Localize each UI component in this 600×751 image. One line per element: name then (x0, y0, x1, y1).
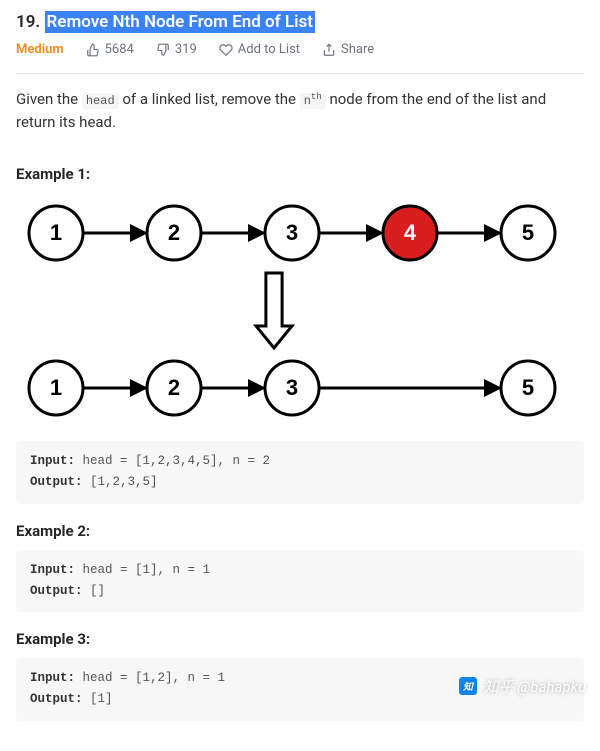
add-to-list-label: Add to List (238, 42, 300, 57)
share-icon (322, 43, 336, 57)
svg-text:3: 3 (286, 375, 298, 400)
example-3-code: Input: head = [1,2], n = 1 Output: [1] (16, 658, 584, 721)
thumbs-up-icon (86, 43, 100, 57)
share-label: Share (341, 42, 374, 57)
svg-text:3: 3 (286, 220, 298, 245)
svg-text:5: 5 (522, 375, 534, 400)
like-button[interactable]: 5684 (86, 42, 134, 57)
share-button[interactable]: Share (322, 42, 374, 57)
problem-title-text: Remove Nth Node From End of List (45, 11, 316, 33)
problem-description: Given the head of a linked list, remove … (16, 88, 584, 133)
example-1-code: Input: head = [1,2,3,4,5], n = 2 Output:… (16, 441, 584, 504)
difficulty-badge: Medium (16, 42, 64, 57)
dislike-count: 319 (175, 42, 197, 57)
svg-text:5: 5 (522, 220, 534, 245)
problem-number: 19. (16, 12, 40, 32)
dislike-button[interactable]: 319 (156, 42, 197, 57)
inline-code-nth: nth (300, 93, 326, 109)
meta-row: Medium 5684 319 Add to List Share (16, 42, 584, 57)
svg-text:2: 2 (168, 220, 180, 245)
thumbs-down-icon (156, 43, 170, 57)
example-2-heading: Example 2: (16, 522, 584, 540)
problem-title: 19. Remove Nth Node From End of List (16, 12, 584, 32)
divider (16, 73, 584, 74)
example-3-heading: Example 3: (16, 630, 584, 648)
svg-text:1: 1 (50, 220, 62, 245)
linked-list-diagram: 1 2 3 4 5 1 2 3 5 (16, 193, 584, 429)
heart-icon (219, 43, 233, 57)
inline-code-head: head (82, 93, 119, 109)
svg-text:1: 1 (50, 375, 62, 400)
add-to-list-button[interactable]: Add to List (219, 42, 300, 57)
svg-text:2: 2 (168, 375, 180, 400)
svg-text:4: 4 (404, 220, 417, 245)
like-count: 5684 (105, 42, 134, 57)
example-1-heading: Example 1: (16, 165, 584, 183)
example-2-code: Input: head = [1], n = 1 Output: [] (16, 550, 584, 613)
